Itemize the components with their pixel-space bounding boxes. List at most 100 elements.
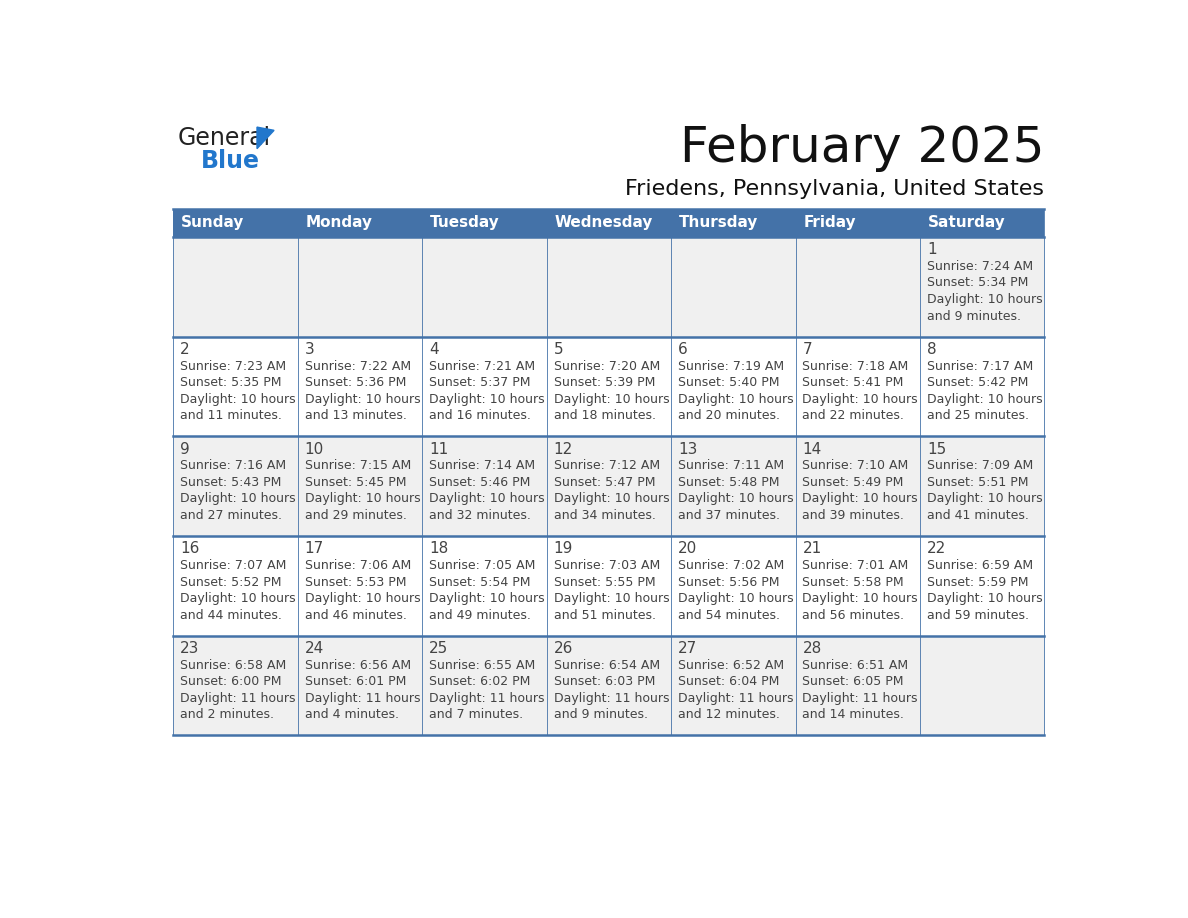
Text: Daylight: 11 hours
and 4 minutes.: Daylight: 11 hours and 4 minutes. [304, 692, 421, 722]
Text: Sunset: 6:04 PM: Sunset: 6:04 PM [678, 676, 779, 688]
Text: Daylight: 11 hours
and 2 minutes.: Daylight: 11 hours and 2 minutes. [181, 692, 296, 722]
Text: Sunset: 6:01 PM: Sunset: 6:01 PM [304, 676, 406, 688]
Text: Sunset: 6:02 PM: Sunset: 6:02 PM [429, 676, 531, 688]
Text: Sunrise: 7:23 AM: Sunrise: 7:23 AM [181, 360, 286, 373]
Text: 22: 22 [927, 542, 946, 556]
Text: Sunset: 5:45 PM: Sunset: 5:45 PM [304, 476, 406, 489]
Text: 7: 7 [802, 341, 813, 357]
Text: Sunset: 5:54 PM: Sunset: 5:54 PM [429, 576, 531, 588]
Text: Sunrise: 7:10 AM: Sunrise: 7:10 AM [802, 459, 909, 473]
Bar [546, 337, 671, 436]
Bar [422, 237, 546, 337]
Text: Sunset: 5:41 PM: Sunset: 5:41 PM [802, 376, 904, 389]
Bar [671, 208, 796, 237]
Bar [920, 237, 1044, 337]
Text: Daylight: 10 hours
and 25 minutes.: Daylight: 10 hours and 25 minutes. [927, 393, 1043, 422]
Text: Daylight: 10 hours
and 29 minutes.: Daylight: 10 hours and 29 minutes. [304, 492, 421, 522]
Text: Daylight: 10 hours
and 41 minutes.: Daylight: 10 hours and 41 minutes. [927, 492, 1043, 522]
Text: 13: 13 [678, 442, 697, 456]
Bar [298, 536, 422, 635]
Bar [298, 208, 422, 237]
Bar [920, 536, 1044, 635]
Text: 23: 23 [181, 641, 200, 656]
Text: Daylight: 10 hours
and 54 minutes.: Daylight: 10 hours and 54 minutes. [678, 592, 794, 621]
Text: Sunset: 5:59 PM: Sunset: 5:59 PM [927, 576, 1029, 588]
Text: Sunset: 5:42 PM: Sunset: 5:42 PM [927, 376, 1029, 389]
Text: Blue: Blue [201, 149, 259, 173]
Bar [796, 536, 920, 635]
Bar [796, 635, 920, 735]
Text: Sunset: 5:37 PM: Sunset: 5:37 PM [429, 376, 531, 389]
Text: Sunset: 5:46 PM: Sunset: 5:46 PM [429, 476, 531, 489]
Bar [546, 436, 671, 536]
Text: Sunrise: 6:56 AM: Sunrise: 6:56 AM [304, 659, 411, 672]
Text: Sunrise: 6:51 AM: Sunrise: 6:51 AM [802, 659, 909, 672]
Bar [671, 436, 796, 536]
Text: Sunrise: 7:20 AM: Sunrise: 7:20 AM [554, 360, 659, 373]
Text: Daylight: 10 hours
and 11 minutes.: Daylight: 10 hours and 11 minutes. [181, 393, 296, 422]
Text: Sunday: Sunday [181, 216, 245, 230]
Text: Sunset: 5:52 PM: Sunset: 5:52 PM [181, 576, 282, 588]
Text: 8: 8 [927, 341, 936, 357]
Text: Daylight: 10 hours
and 59 minutes.: Daylight: 10 hours and 59 minutes. [927, 592, 1043, 621]
Text: Daylight: 11 hours
and 14 minutes.: Daylight: 11 hours and 14 minutes. [802, 692, 918, 722]
Text: Sunset: 5:51 PM: Sunset: 5:51 PM [927, 476, 1029, 489]
Bar [173, 237, 298, 337]
Bar [796, 237, 920, 337]
Text: 4: 4 [429, 341, 438, 357]
Text: Sunrise: 7:12 AM: Sunrise: 7:12 AM [554, 459, 659, 473]
Text: Saturday: Saturday [928, 216, 1005, 230]
Bar [796, 337, 920, 436]
Text: Sunrise: 7:14 AM: Sunrise: 7:14 AM [429, 459, 536, 473]
Bar [298, 237, 422, 337]
Text: Daylight: 10 hours
and 9 minutes.: Daylight: 10 hours and 9 minutes. [927, 293, 1043, 322]
Bar [298, 635, 422, 735]
Text: Wednesday: Wednesday [555, 216, 652, 230]
Text: February 2025: February 2025 [680, 124, 1044, 172]
Bar [796, 436, 920, 536]
Text: Friday: Friday [803, 216, 855, 230]
Text: Daylight: 10 hours
and 22 minutes.: Daylight: 10 hours and 22 minutes. [802, 393, 918, 422]
Text: Daylight: 11 hours
and 9 minutes.: Daylight: 11 hours and 9 minutes. [554, 692, 669, 722]
Bar [173, 208, 298, 237]
Text: 28: 28 [802, 641, 822, 656]
Text: 3: 3 [304, 341, 315, 357]
Text: 15: 15 [927, 442, 946, 456]
Text: 21: 21 [802, 542, 822, 556]
Text: Sunrise: 7:07 AM: Sunrise: 7:07 AM [181, 559, 286, 572]
Text: Sunset: 5:47 PM: Sunset: 5:47 PM [554, 476, 655, 489]
Text: Daylight: 10 hours
and 20 minutes.: Daylight: 10 hours and 20 minutes. [678, 393, 794, 422]
Bar [671, 536, 796, 635]
Text: 5: 5 [554, 341, 563, 357]
Text: Sunrise: 6:59 AM: Sunrise: 6:59 AM [927, 559, 1034, 572]
Text: Daylight: 10 hours
and 56 minutes.: Daylight: 10 hours and 56 minutes. [802, 592, 918, 621]
Bar [422, 436, 546, 536]
Text: 6: 6 [678, 341, 688, 357]
Text: Sunrise: 7:01 AM: Sunrise: 7:01 AM [802, 559, 909, 572]
Bar [298, 337, 422, 436]
Text: Sunset: 5:58 PM: Sunset: 5:58 PM [802, 576, 904, 588]
Text: Daylight: 10 hours
and 51 minutes.: Daylight: 10 hours and 51 minutes. [554, 592, 669, 621]
Text: Sunrise: 7:02 AM: Sunrise: 7:02 AM [678, 559, 784, 572]
Text: 11: 11 [429, 442, 448, 456]
Text: Sunset: 5:35 PM: Sunset: 5:35 PM [181, 376, 282, 389]
Text: 19: 19 [554, 542, 573, 556]
Bar [173, 536, 298, 635]
Text: Daylight: 11 hours
and 7 minutes.: Daylight: 11 hours and 7 minutes. [429, 692, 544, 722]
Text: Tuesday: Tuesday [430, 216, 500, 230]
Text: Daylight: 10 hours
and 39 minutes.: Daylight: 10 hours and 39 minutes. [802, 492, 918, 522]
Text: Daylight: 10 hours
and 32 minutes.: Daylight: 10 hours and 32 minutes. [429, 492, 545, 522]
Text: Sunset: 5:55 PM: Sunset: 5:55 PM [554, 576, 656, 588]
Bar [298, 436, 422, 536]
Bar [671, 237, 796, 337]
Text: Sunrise: 7:24 AM: Sunrise: 7:24 AM [927, 260, 1034, 273]
Text: Sunset: 5:53 PM: Sunset: 5:53 PM [304, 576, 406, 588]
Bar [920, 635, 1044, 735]
Text: Sunset: 5:48 PM: Sunset: 5:48 PM [678, 476, 779, 489]
Text: 18: 18 [429, 542, 448, 556]
Text: 25: 25 [429, 641, 448, 656]
Bar [546, 237, 671, 337]
Text: Daylight: 10 hours
and 13 minutes.: Daylight: 10 hours and 13 minutes. [304, 393, 421, 422]
Text: Daylight: 10 hours
and 46 minutes.: Daylight: 10 hours and 46 minutes. [304, 592, 421, 621]
Text: Friedens, Pennsylvania, United States: Friedens, Pennsylvania, United States [625, 179, 1044, 199]
